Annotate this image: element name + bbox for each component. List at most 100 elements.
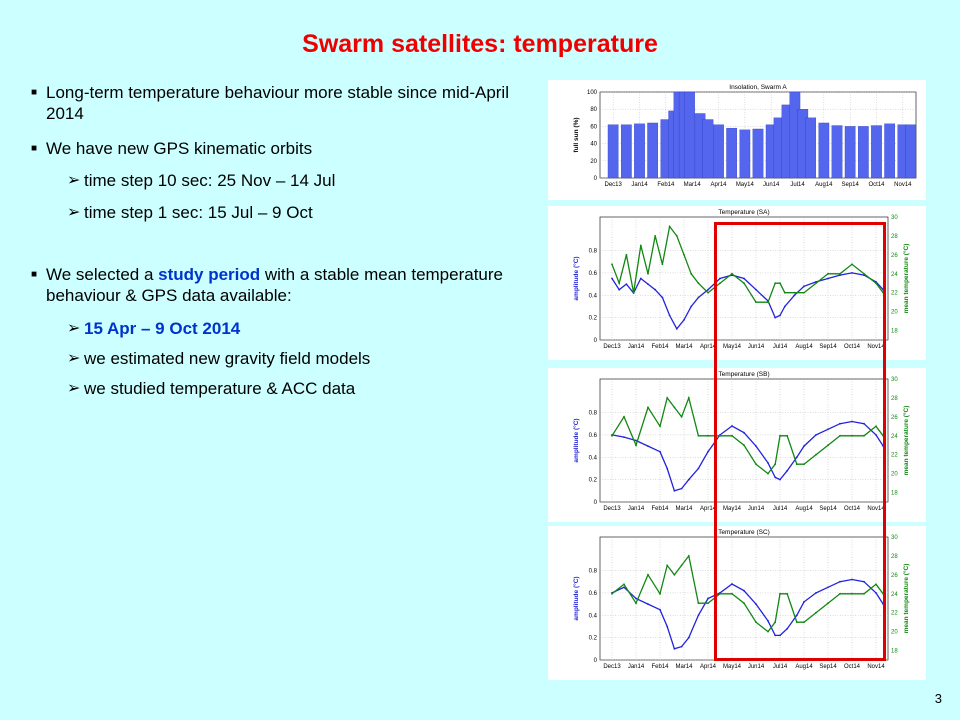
temperature-sc-chart: Temperature (SC) Dec13 Jan14 Feb14 Mar14 Apr1… [572, 529, 910, 670]
amplitude-point [743, 589, 745, 592]
mean-temperature-point [793, 291, 796, 294]
mean-temperature-point [639, 244, 642, 247]
amplitude-point [786, 627, 789, 630]
insolation-bar [818, 122, 830, 179]
amplitude-point [786, 469, 789, 472]
x-tick-label: Feb14 [651, 344, 669, 350]
x-tick-label: Jun14 [748, 506, 765, 512]
amplitude-point [697, 467, 700, 470]
sub-bullet-period: ➢ 15 Apr – 9 Oct 2014 [67, 318, 524, 339]
insolation-bar [684, 91, 695, 179]
mean-temperature-point [827, 444, 829, 447]
y2-tick-label: 20 [891, 310, 898, 316]
mean-temperature-point [743, 444, 745, 447]
amplitude-point [731, 425, 733, 427]
y2-tick-label: 28 [891, 234, 898, 240]
mean-temperature-point [827, 602, 829, 605]
mean-temperature-point [697, 282, 700, 285]
insolation-bar [647, 122, 659, 179]
temperature-sb-panel: Temperature (SB) Dec13 Jan14 Feb14 Mar14 Apr1… [548, 368, 926, 522]
arrow-bullet-icon: ➢ [67, 380, 81, 397]
mean-temperature-point [611, 434, 613, 437]
mean-temperature-point [875, 425, 877, 428]
mean-temperature-point [839, 272, 841, 275]
amplitude-line [611, 420, 884, 492]
amplitude-point [618, 288, 621, 291]
mean-temperature-point [647, 573, 649, 576]
mean-temperature-point [632, 291, 635, 294]
x-tick-label: Jul14 [773, 506, 788, 512]
y-tick-label: 0 [594, 658, 598, 664]
mean-temperature-point [707, 291, 709, 294]
mean-temperature-point [687, 397, 690, 399]
mean-temperature-point [815, 611, 817, 614]
y-tick-label: 40 [590, 142, 597, 148]
mean-temperature-point [783, 291, 786, 294]
mean-temperature-point [875, 583, 877, 586]
amplitude-point [666, 467, 669, 470]
bullet-text: Long-term temperature behaviour more sta… [46, 83, 509, 123]
x-tick-label: Sep14 [819, 506, 837, 512]
sub-bullet-10sec: ➢ time step 10 sec: 25 Nov – 14 Jul [67, 170, 524, 191]
mean-temperature-point [755, 301, 757, 304]
amplitude-point [731, 583, 733, 585]
bullet-text: time step 10 sec: 25 Nov – 14 Jul [84, 171, 336, 190]
y-axis-label: amplitude (°C) [572, 576, 580, 620]
x-tick-label: May14 [723, 344, 742, 350]
insolation-bar [871, 125, 882, 179]
x-tick-label: May14 [723, 506, 742, 512]
amplitude-point [635, 597, 637, 600]
y-tick-label: 0.2 [589, 636, 598, 642]
y-tick-label: 0 [594, 500, 598, 506]
amplitude-point [635, 439, 637, 442]
mean-temperature-point [875, 282, 877, 285]
x-tick-label: Apr14 [700, 344, 717, 350]
amplitude-point [863, 580, 865, 583]
x-tick-label: Sep14 [841, 182, 859, 188]
mean-temperature-point [795, 621, 798, 624]
square-bullet-icon: ■ [31, 269, 38, 280]
amplitude-point [743, 277, 745, 280]
insolation-bar [726, 127, 738, 179]
amplitude-point [839, 274, 841, 276]
amplitude-point [707, 288, 709, 291]
mean-temperature-point [673, 573, 676, 576]
mean-temperature-point [666, 564, 669, 567]
x-tick-label: Sep14 [819, 664, 837, 670]
bullet-text: We have new GPS kinematic orbits [46, 139, 313, 158]
chart-title: Temperature (SB) [718, 371, 769, 378]
mean-temperature-point [673, 406, 676, 409]
mean-temperature-point [697, 602, 700, 605]
x-tick-label: Apr14 [700, 664, 717, 670]
y-tick-label: 0.4 [589, 613, 598, 619]
mean-temperature-point [623, 415, 625, 418]
mean-temperature-point [767, 630, 769, 633]
insolation-bar [805, 117, 817, 179]
amplitude-point [779, 634, 781, 637]
bullet-text: We selected a [46, 265, 159, 284]
square-bullet-icon: ■ [31, 143, 38, 154]
amplitude-point [851, 420, 853, 423]
amplitude-point [668, 314, 671, 317]
mean-temperature-point [731, 434, 733, 437]
amplitude-point [793, 294, 796, 297]
bullet-text: 15 Apr – 9 Oct 2014 [84, 319, 241, 338]
amplitude-point [803, 285, 805, 288]
insolation-bar [844, 126, 856, 179]
mean-temperature-point [625, 253, 628, 256]
x-tick-label: Oct14 [844, 506, 861, 512]
chart-title: Temperature (SA) [718, 209, 769, 216]
mean-temperature-point [666, 397, 669, 399]
y-axis-label: amplitude (°C) [572, 418, 580, 462]
y2-axis-label: mean temperature (°C) [902, 244, 910, 314]
mean-temperature-point [803, 463, 805, 466]
amplitude-point [815, 592, 817, 594]
mean-temperature-point [815, 282, 817, 285]
bullet-text: we studied temperature & ACC data [84, 379, 356, 398]
temperature-sc-panel: Temperature (SC) Dec13 Jan14 Feb14 Mar14 Apr1… [548, 526, 926, 680]
amplitude-point [697, 614, 700, 617]
mean-temperature-point [680, 415, 683, 418]
y2-tick-label: 24 [891, 592, 898, 598]
y2-tick-label: 20 [891, 472, 898, 478]
amplitude-point [755, 288, 757, 291]
